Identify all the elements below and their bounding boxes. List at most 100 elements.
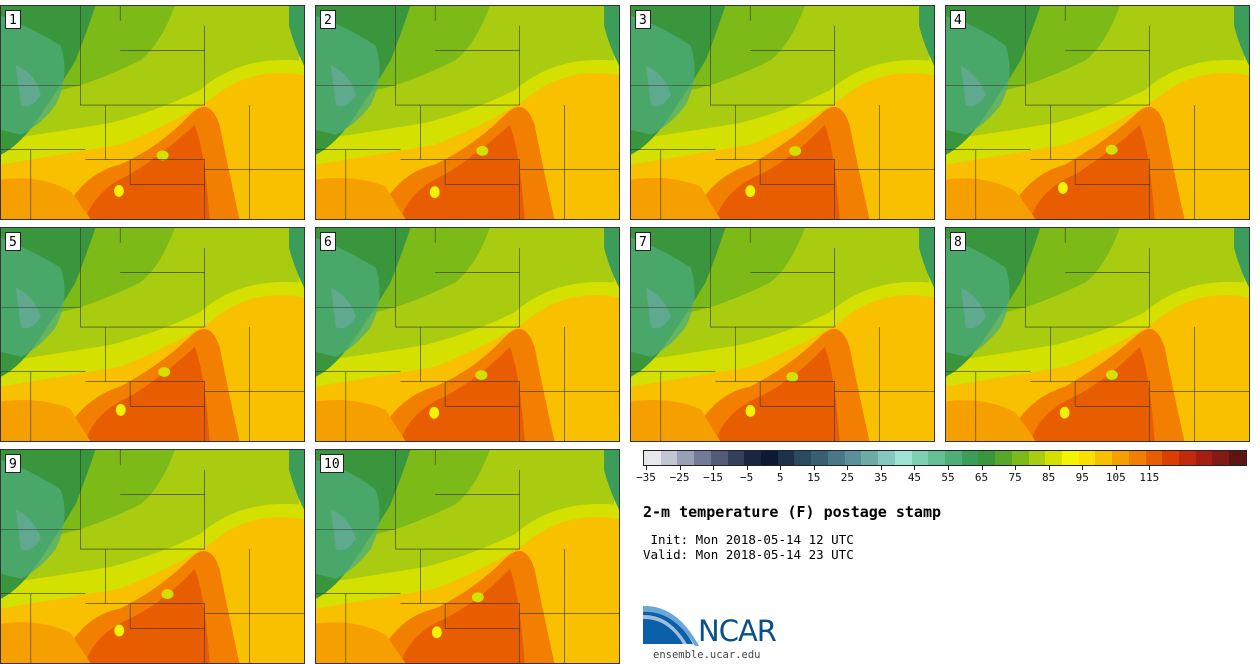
temperature-map: [946, 228, 1249, 441]
ncar-logo-text: NCAR: [698, 614, 777, 648]
map-panel-2[interactable]: 2: [315, 5, 620, 220]
panel-label: 6: [320, 232, 336, 251]
temperature-map: [316, 228, 619, 441]
colorbar-swatch: [894, 451, 912, 465]
colorbar-tick-label: 105: [1105, 471, 1126, 484]
colorbar-tick-label: 15: [807, 471, 821, 484]
colorbar-swatch: [1011, 451, 1029, 465]
panel-label: 9: [5, 454, 21, 473]
panel-label: 7: [635, 232, 651, 251]
colorbar-swatch: [1179, 451, 1196, 465]
colorbar-swatch: [944, 451, 962, 465]
colorbar-tick-label: 95: [1075, 471, 1089, 484]
temperature-map: [631, 228, 934, 441]
colorbar-swatch: [1162, 451, 1179, 465]
colorbar-swatch: [777, 451, 795, 465]
colorbar-tick-label: 55: [941, 471, 955, 484]
colorbar-swatch: [928, 451, 945, 465]
colorbar-tick-label: 35: [874, 471, 888, 484]
colorbar-swatch: [978, 451, 996, 465]
colorbar-swatch: [1195, 451, 1213, 465]
colorbar-tick-mark: [646, 466, 647, 470]
panel-label: 2: [320, 10, 336, 29]
map-panel-9[interactable]: 9: [0, 449, 305, 664]
temperature-map: [946, 6, 1249, 219]
map-panel-4[interactable]: 4: [945, 5, 1250, 220]
colorbar-swatch: [995, 451, 1012, 465]
colorbar-tick-label: 75: [1008, 471, 1022, 484]
colorbar-tick-mark: [679, 466, 681, 470]
colorbar-tick-mark: [880, 466, 882, 470]
colorbar-tick-label: 25: [840, 471, 854, 484]
colorbar-tick-label: 85: [1042, 471, 1056, 484]
colorbar-swatch: [844, 451, 862, 465]
map-panel-10[interactable]: 10: [315, 449, 620, 664]
map-panel-7[interactable]: 7: [630, 227, 935, 442]
map-panel-8[interactable]: 8: [945, 227, 1250, 442]
colorbar-tick-mark: [780, 466, 782, 470]
colorbar-swatch: [1028, 451, 1046, 465]
temperature-map: [1, 450, 304, 663]
colorbar-tick-label: −15: [703, 471, 724, 484]
colorbar-tick-label: −25: [669, 471, 690, 484]
colorbar-swatch: [961, 451, 979, 465]
colorbar-tick-label: 45: [907, 471, 922, 484]
map-panel-5[interactable]: 5: [0, 227, 305, 442]
colorbar-tick-mark: [948, 466, 949, 470]
init-time: Init: Mon 2018-05-14 12 UTC: [643, 532, 854, 547]
colorbar-swatch: [794, 451, 812, 465]
temperature-map: [631, 6, 934, 219]
temperature-map: [316, 450, 619, 663]
colorbar-tick-mark: [813, 466, 815, 470]
valid-time: Valid: Mon 2018-05-14 23 UTC: [643, 547, 854, 562]
colorbar-swatch: [911, 451, 929, 465]
map-panel-6[interactable]: 6: [315, 227, 620, 442]
colorbar-swatch: [1061, 451, 1079, 465]
panel-label: 3: [635, 10, 651, 29]
panel-label: 1: [5, 10, 21, 29]
temperature-colorbar: [643, 450, 1247, 466]
panel-label: 10: [320, 454, 344, 473]
colorbar-tick-mark: [1015, 466, 1017, 470]
colorbar-swatch: [1145, 451, 1163, 465]
colorbar-tick-label: −35: [636, 471, 656, 484]
temperature-map: [1, 228, 304, 441]
colorbar-tick-mark: [847, 466, 849, 470]
colorbar-tick-mark: [981, 466, 983, 470]
colorbar-swatch: [1045, 451, 1062, 465]
colorbar-swatch: [644, 451, 661, 465]
colorbar-swatch: [744, 451, 762, 465]
temperature-map: [1, 6, 304, 219]
colorbar-swatch: [827, 451, 845, 465]
colorbar-swatch: [710, 451, 728, 465]
panel-label: 4: [950, 10, 966, 29]
colorbar-swatch: [878, 451, 895, 465]
colorbar-ticks: −35 −25 −15 −5 5 15 25 35 45 55 65 75 85 95 105 115: [636, 466, 1247, 486]
panel-label: 5: [5, 232, 21, 251]
map-panel-3[interactable]: 3: [630, 5, 935, 220]
colorbar-tick-mark: [1115, 466, 1117, 470]
colorbar-tick-mark: [1048, 466, 1050, 470]
panel-label: 8: [950, 232, 966, 251]
map-panel-1[interactable]: 1: [0, 5, 305, 220]
colorbar-swatch: [677, 451, 695, 465]
temperature-map: [316, 6, 619, 219]
colorbar-swatch: [694, 451, 711, 465]
colorbar-tick-label: 65: [974, 471, 989, 484]
colorbar-swatch: [727, 451, 745, 465]
colorbar-swatch: [1128, 451, 1146, 465]
colorbar-swatch: [1212, 451, 1230, 465]
colorbar-swatch: [1229, 451, 1246, 465]
colorbar-tick-label: −5: [740, 471, 754, 484]
colorbar-tick-mark: [746, 466, 748, 470]
website-url: ensemble.ucar.edu: [653, 649, 761, 661]
colorbar-tick-label: 5: [776, 471, 784, 484]
colorbar-tick-label: 115: [1139, 471, 1160, 484]
colorbar-swatch: [660, 451, 678, 465]
colorbar-swatch: [811, 451, 828, 465]
ncar-logo-icon: [643, 606, 699, 646]
colorbar-swatch: [761, 451, 778, 465]
colorbar-tick-mark: [1149, 466, 1151, 470]
colorbar-swatch: [1078, 451, 1096, 465]
colorbar-swatch: [1112, 451, 1129, 465]
